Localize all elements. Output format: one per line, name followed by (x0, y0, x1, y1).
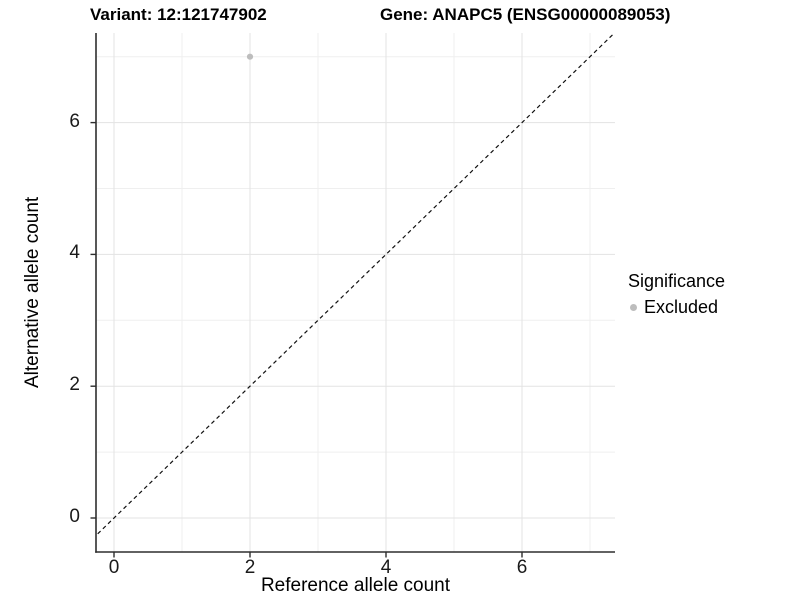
data-point-excluded (246, 53, 254, 60)
x-tick-label: 6 (516, 557, 528, 578)
legend-title: Significance (628, 271, 726, 291)
y-tick-label: 0 (69, 505, 80, 527)
x-tick-label: 4 (380, 557, 392, 578)
legend-entry-excluded: Excluded (628, 297, 725, 318)
y-tick-label: 4 (69, 242, 80, 264)
legend-entry-label: Excluded (644, 297, 719, 317)
x-axis-title: Reference allele count (260, 575, 451, 596)
plot-title-gene: Gene: ANAPC5 (ENSG00000089053) (380, 5, 671, 24)
x-tick-label: 0 (108, 557, 120, 578)
excluded-point-icon (630, 304, 637, 311)
y-axis-title: Alternative allele count (22, 196, 43, 389)
y-tick-label: 6 (69, 110, 80, 132)
legend: Significance Excluded (628, 271, 725, 318)
y-tick-label: 2 (69, 374, 80, 396)
identity-reference-line (96, 33, 615, 537)
x-tick-label: 2 (244, 557, 256, 578)
plot-title-variant: Variant: 12:121747902 (90, 5, 267, 24)
